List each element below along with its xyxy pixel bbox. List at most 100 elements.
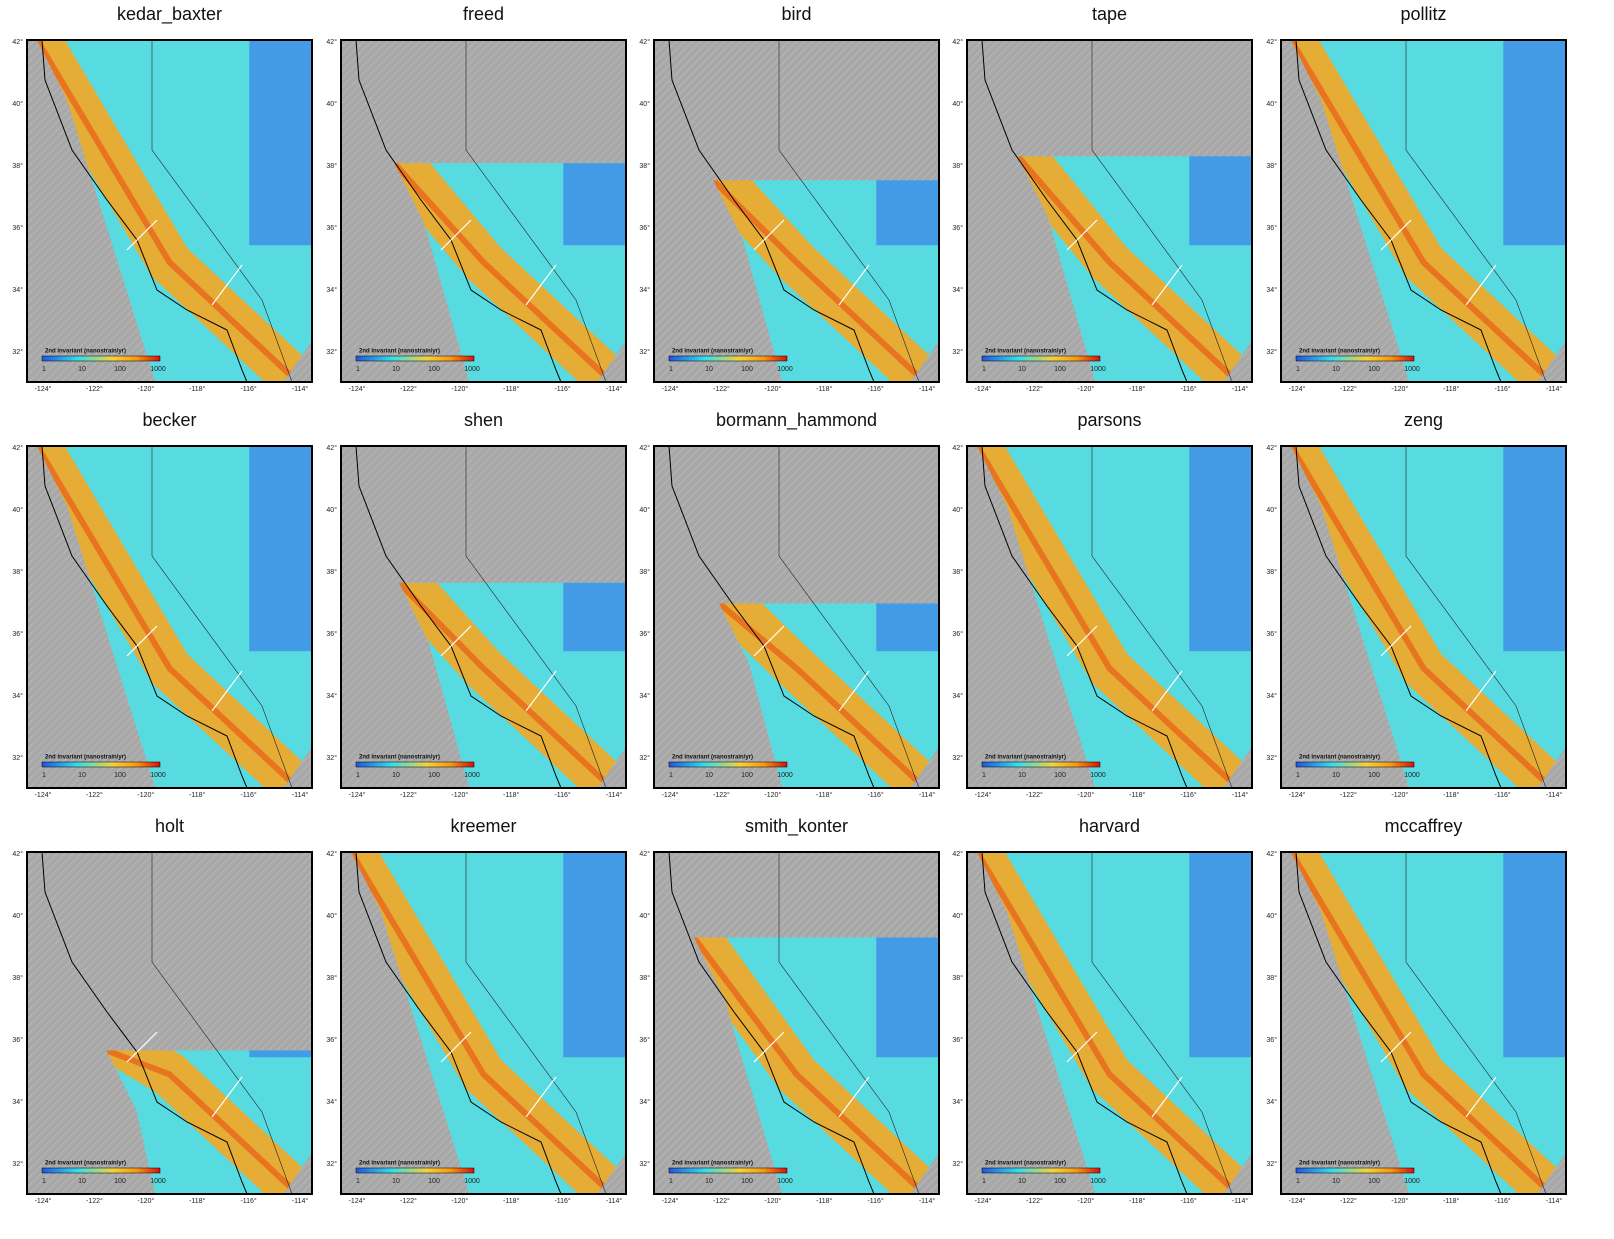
lat-label: 42° xyxy=(639,850,650,858)
lon-label: -118° xyxy=(1443,791,1459,799)
lat-label: 32° xyxy=(952,754,963,762)
colorbar-tick: 10 xyxy=(705,366,713,373)
lon-label: -122° xyxy=(86,385,103,393)
strain-core xyxy=(1291,852,1554,1194)
strain-east xyxy=(876,937,939,1058)
lon-label: -122° xyxy=(713,385,730,393)
lat-label: 36° xyxy=(326,1036,337,1044)
colorbar xyxy=(981,761,1101,768)
map-panel: bird 42° 40° 38° 36° 34° 32° -124° -122° -120° -11… xyxy=(639,4,940,393)
lat-label: 32° xyxy=(1266,348,1277,356)
lon-label: -116° xyxy=(1180,1197,1196,1205)
strain-east xyxy=(249,40,312,246)
colorbar-tick: 1 xyxy=(669,366,673,373)
lon-label: -124° xyxy=(1289,1197,1306,1205)
colorbar-tick: 1000 xyxy=(150,772,166,779)
profile-line xyxy=(1066,1031,1098,1063)
colorbar-tick: 1000 xyxy=(1090,772,1106,779)
strain-core xyxy=(977,852,1240,1194)
map-panel: pollitz 42° 40° 38° 36° 34° 32° -124° -122° -120°… xyxy=(1266,4,1567,393)
strain-east xyxy=(1503,852,1566,1058)
lon-label: -122° xyxy=(86,791,103,799)
colorbar-tick: 1 xyxy=(982,772,986,779)
coastline xyxy=(981,446,1188,788)
map-frame xyxy=(966,445,1253,789)
profile-line xyxy=(838,1076,870,1118)
colorbar-tick: 100 xyxy=(114,1178,126,1185)
colorbar-tick: 1000 xyxy=(150,1178,166,1185)
strain-east xyxy=(1503,446,1566,652)
colorbar-tick: 1000 xyxy=(1404,1178,1420,1185)
colorbar-tick: 1000 xyxy=(1404,366,1420,373)
colorbar-tick: 1 xyxy=(1296,366,1300,373)
lon-label: -124° xyxy=(975,385,992,393)
panel-title: bird xyxy=(781,4,811,24)
map-panel: shen 42° 40° 38° 36° 34° 32° -124° -122° -120° -11… xyxy=(326,410,627,799)
map-panel: kreemer 42° 40° 38° 36° 34° 32° -124° -122° -120°… xyxy=(326,816,627,1205)
lat-label: 34° xyxy=(639,286,650,294)
lon-label: -124° xyxy=(35,385,52,393)
lon-label: -122° xyxy=(1340,1197,1357,1205)
colorbar-tick: 1000 xyxy=(1090,1178,1106,1185)
lon-label: -114° xyxy=(292,1197,308,1205)
colorbar-tick: 10 xyxy=(705,1178,713,1185)
profile-line xyxy=(126,1031,158,1063)
colorbar-tick: 10 xyxy=(705,772,713,779)
coastline xyxy=(41,446,248,788)
lat-label: 34° xyxy=(952,286,963,294)
panel-title: pollitz xyxy=(1400,4,1446,24)
lat-label: 34° xyxy=(326,286,337,294)
lat-label: 32° xyxy=(1266,754,1277,762)
lat-label: 34° xyxy=(952,1098,963,1106)
panel-title: harvard xyxy=(1079,816,1140,836)
lat-label: 40° xyxy=(952,100,963,108)
colorbar-tick: 1000 xyxy=(464,1178,480,1185)
lon-label: -114° xyxy=(1232,791,1248,799)
border xyxy=(151,40,293,382)
strain-core xyxy=(37,446,300,788)
colorbar-tick: 100 xyxy=(1368,366,1380,373)
lon-label: -118° xyxy=(1443,1197,1459,1205)
lon-label: -120° xyxy=(451,385,468,393)
strain-core xyxy=(693,937,927,1194)
strain-core xyxy=(1017,156,1240,382)
colorbar-tick: 10 xyxy=(1332,772,1340,779)
colorbar-label: 2nd invariant (nanostrain/yr) xyxy=(985,1161,1066,1167)
colorbar-tick: 1 xyxy=(982,366,986,373)
border xyxy=(465,40,607,382)
colorbar-tick: 1000 xyxy=(777,772,793,779)
colorbar-tick: 1000 xyxy=(1404,772,1420,779)
lat-label: 34° xyxy=(1266,286,1277,294)
lat-label: 38° xyxy=(639,974,650,982)
colorbar-label: 2nd invariant (nanostrain/yr) xyxy=(672,755,753,761)
profile-line xyxy=(838,264,870,306)
panel-title: kreemer xyxy=(450,816,516,836)
map-panel: harvard 42° 40° 38° 36° 34° 32° -124° -122° -120°… xyxy=(952,816,1253,1205)
lon-label: -124° xyxy=(662,385,679,393)
panel-title: kedar_baxter xyxy=(117,4,222,25)
lon-label: -120° xyxy=(1077,791,1094,799)
lon-label: -116° xyxy=(867,791,883,799)
colorbar-label: 2nd invariant (nanostrain/yr) xyxy=(672,1161,753,1167)
map-panel: parsons 42° 40° 38° 36° 34° 32° -124° -122° -120°… xyxy=(952,410,1253,799)
colorbar-tick: 100 xyxy=(1054,772,1066,779)
lon-label: -124° xyxy=(35,791,52,799)
colorbar-tick: 100 xyxy=(1368,1178,1380,1185)
coastline xyxy=(981,852,1188,1194)
coastline xyxy=(668,852,875,1194)
colorbar-tick: 10 xyxy=(78,1178,86,1185)
colorbar xyxy=(668,355,788,362)
lat-label: 36° xyxy=(639,1036,650,1044)
lat-label: 36° xyxy=(1266,1036,1277,1044)
colorbar-tick: 100 xyxy=(741,1178,753,1185)
profile-line xyxy=(1151,670,1183,712)
colorbar-tick: 1 xyxy=(1296,772,1300,779)
colorbar-label: 2nd invariant (nanostrain/yr) xyxy=(985,349,1066,355)
map-frame xyxy=(340,851,627,1195)
lon-label: -120° xyxy=(764,385,781,393)
lon-label: -124° xyxy=(975,791,992,799)
profile-line xyxy=(525,264,557,306)
profile-line xyxy=(211,264,243,306)
lon-label: -116° xyxy=(554,791,570,799)
